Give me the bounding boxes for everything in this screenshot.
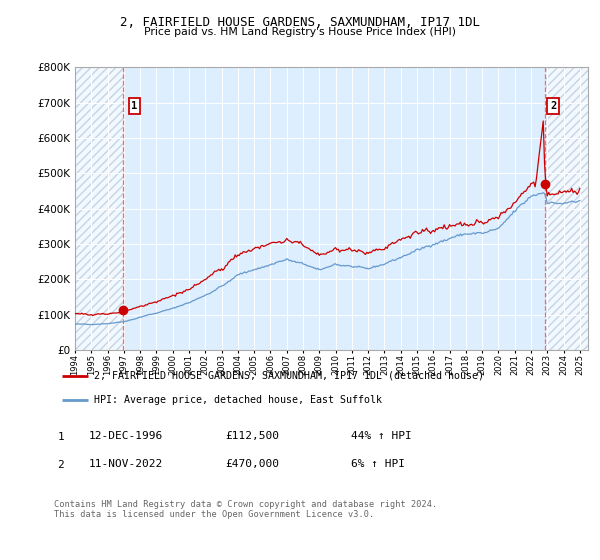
Text: 44% ↑ HPI: 44% ↑ HPI [351,431,412,441]
Text: Price paid vs. HM Land Registry's House Price Index (HPI): Price paid vs. HM Land Registry's House … [144,27,456,37]
Text: 11-NOV-2022: 11-NOV-2022 [89,459,163,469]
Text: £470,000: £470,000 [225,459,279,469]
Text: 2: 2 [57,460,64,469]
Text: 2, FAIRFIELD HOUSE GARDENS, SAXMUNDHAM, IP17 1DL: 2, FAIRFIELD HOUSE GARDENS, SAXMUNDHAM, … [120,16,480,29]
Text: HPI: Average price, detached house, East Suffolk: HPI: Average price, detached house, East… [94,395,382,405]
Bar [75,67,123,350]
Text: 1: 1 [131,101,137,111]
Bar [545,67,588,350]
Text: £112,500: £112,500 [225,431,279,441]
Text: 6% ↑ HPI: 6% ↑ HPI [351,459,405,469]
Text: Contains HM Land Registry data © Crown copyright and database right 2024.
This d: Contains HM Land Registry data © Crown c… [54,500,437,519]
Text: 2, FAIRFIELD HOUSE GARDENS, SAXMUNDHAM, IP17 1DL (detached house): 2, FAIRFIELD HOUSE GARDENS, SAXMUNDHAM, … [94,371,484,381]
Text: 1: 1 [57,432,64,441]
Text: 12-DEC-1996: 12-DEC-1996 [89,431,163,441]
Text: 2: 2 [550,101,556,111]
